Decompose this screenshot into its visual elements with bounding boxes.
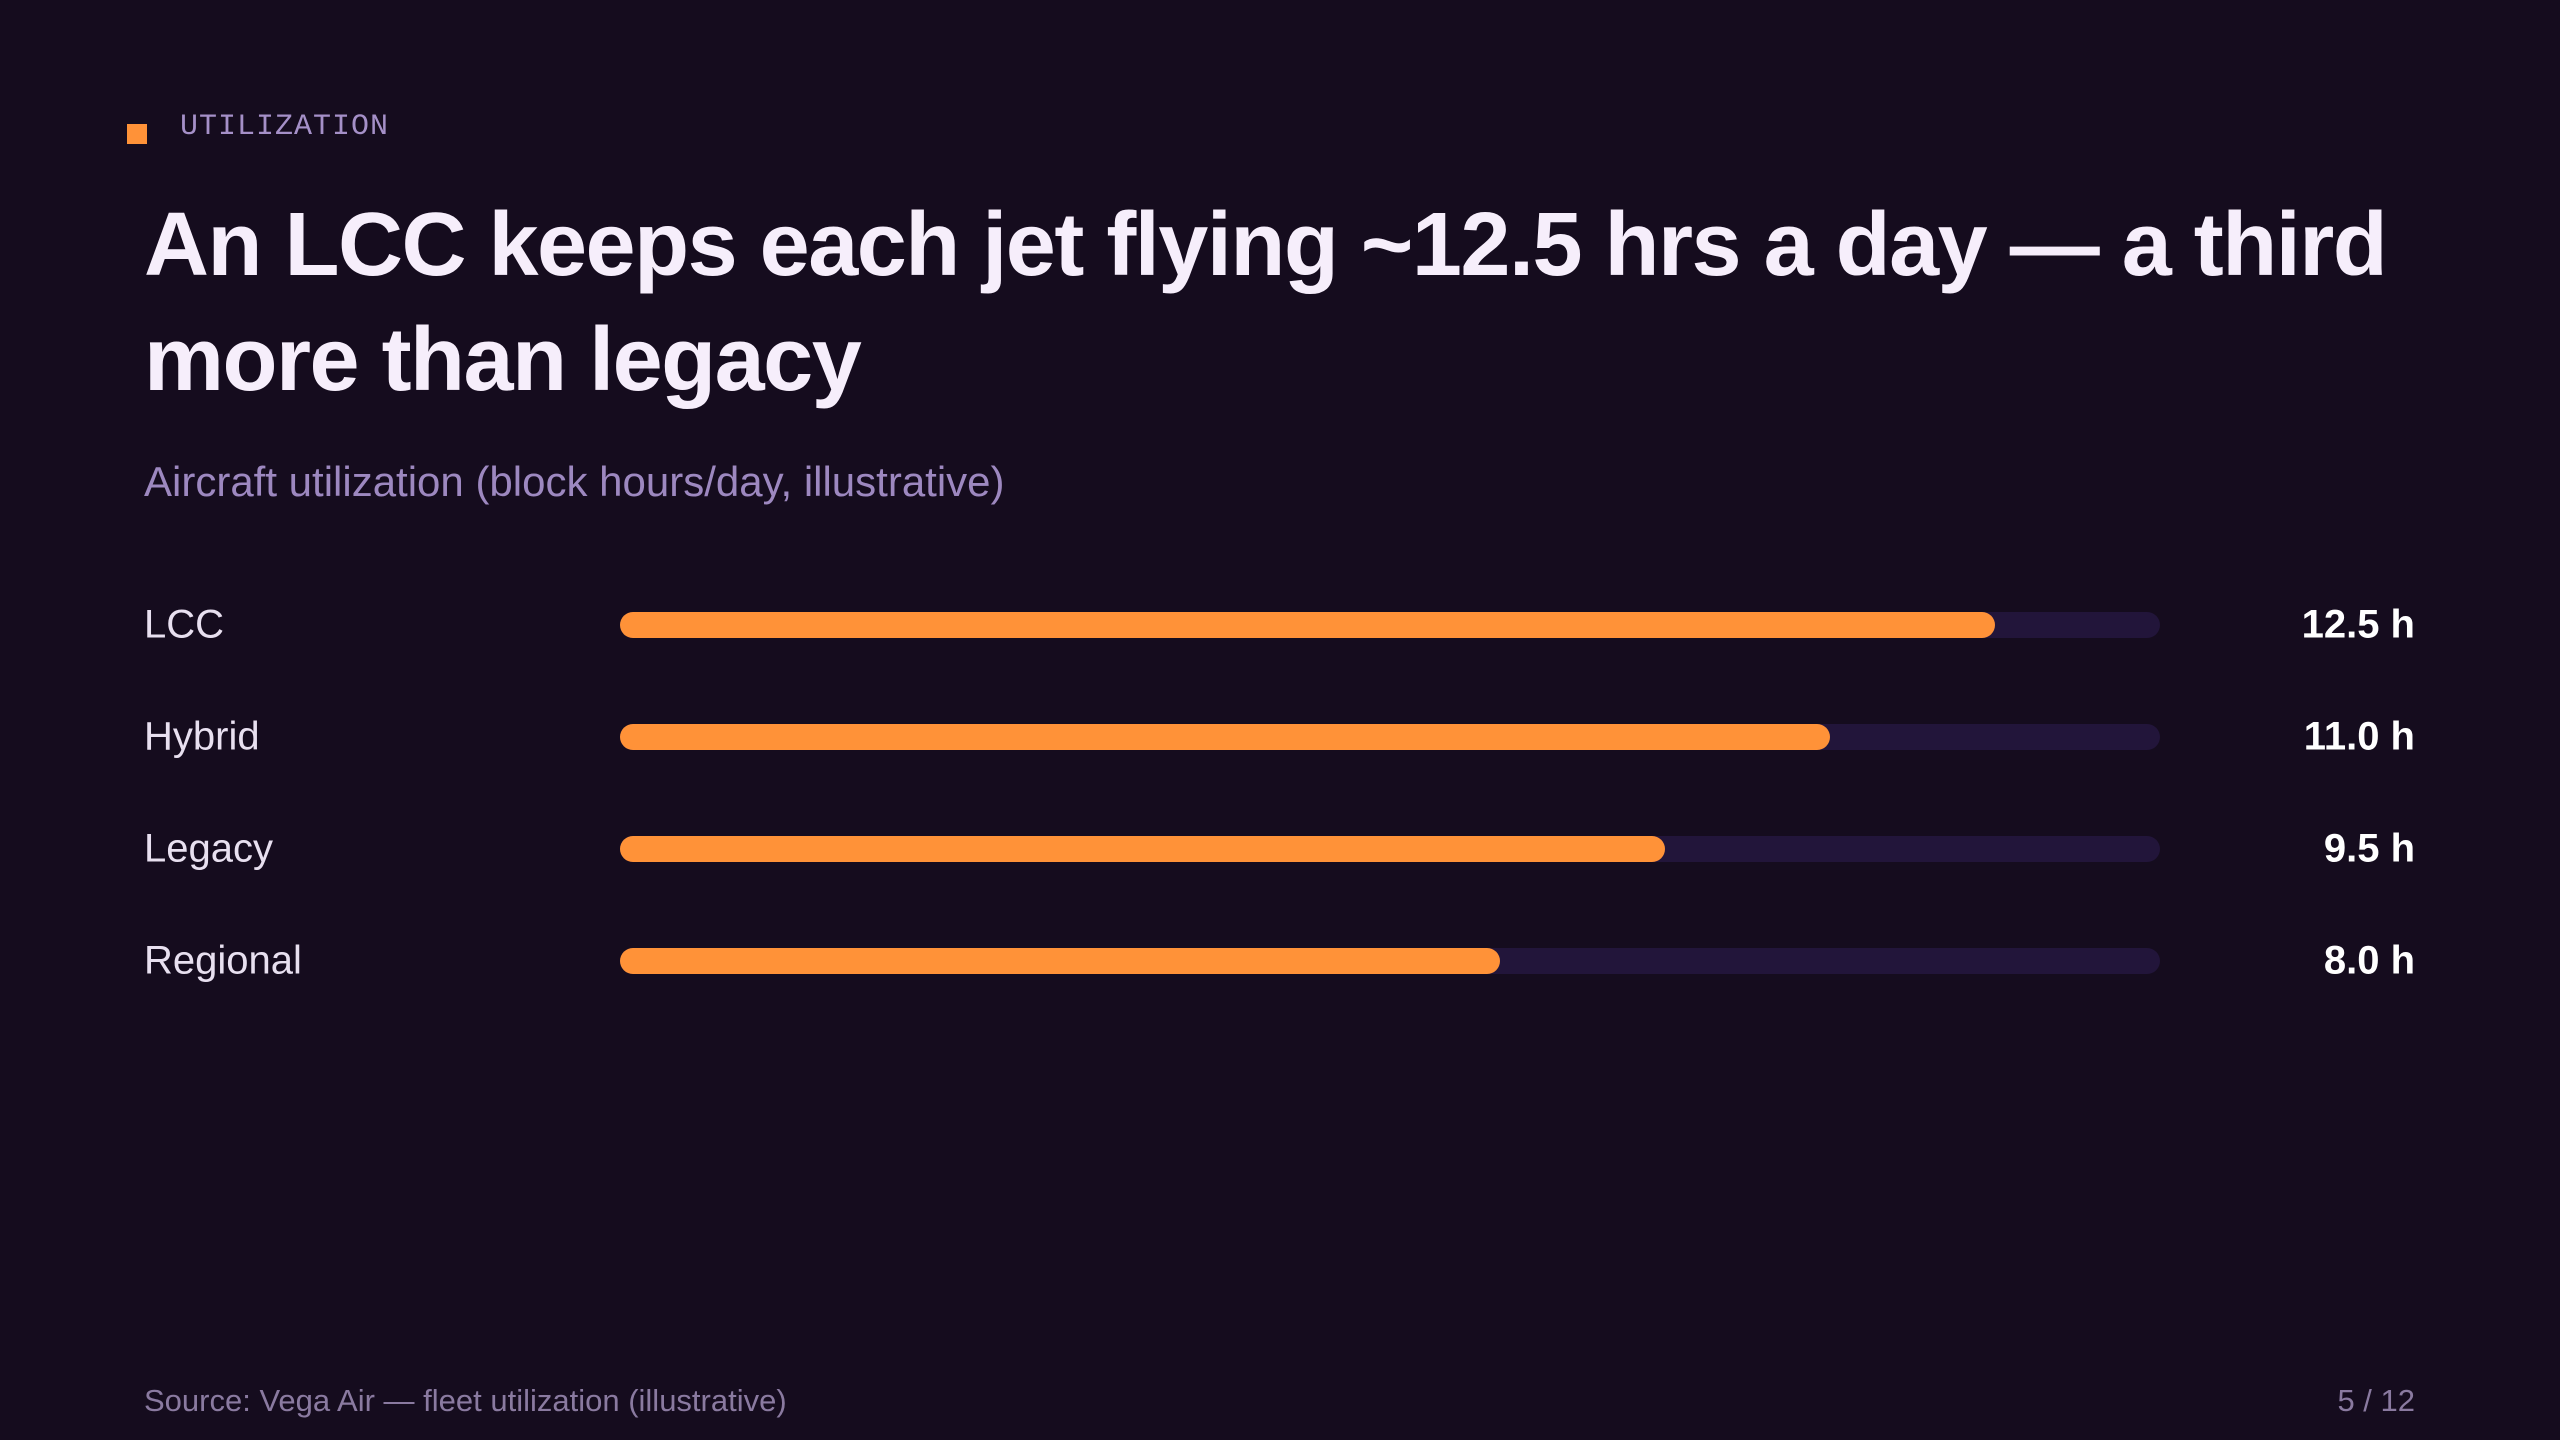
category-label: Regional — [144, 938, 302, 983]
page-number: 5 / 12 — [2337, 1383, 2415, 1418]
bar — [620, 836, 1665, 862]
category-label: Legacy — [144, 826, 273, 871]
category-label: Hybrid — [144, 714, 260, 759]
kicker: UTILIZATION — [180, 110, 390, 144]
chart-title: An LCC keeps each jet flying ~12.5 hrs a… — [144, 195, 2388, 410]
bar — [620, 948, 1500, 974]
value-label: 11.0 h — [2303, 714, 2415, 759]
bar — [620, 724, 1830, 750]
value-label: 12.5 h — [2301, 602, 2415, 647]
chart-subtitle: Aircraft utilization (block hours/day, i… — [144, 458, 1005, 505]
value-label: 9.5 h — [2323, 826, 2415, 871]
category-label: LCC — [144, 602, 225, 647]
value-label: 8.0 h — [2323, 938, 2415, 983]
kicker-marker — [127, 124, 147, 144]
source-note: Source: Vega Air — fleet utilization (il… — [144, 1383, 787, 1418]
bar — [620, 612, 1995, 638]
